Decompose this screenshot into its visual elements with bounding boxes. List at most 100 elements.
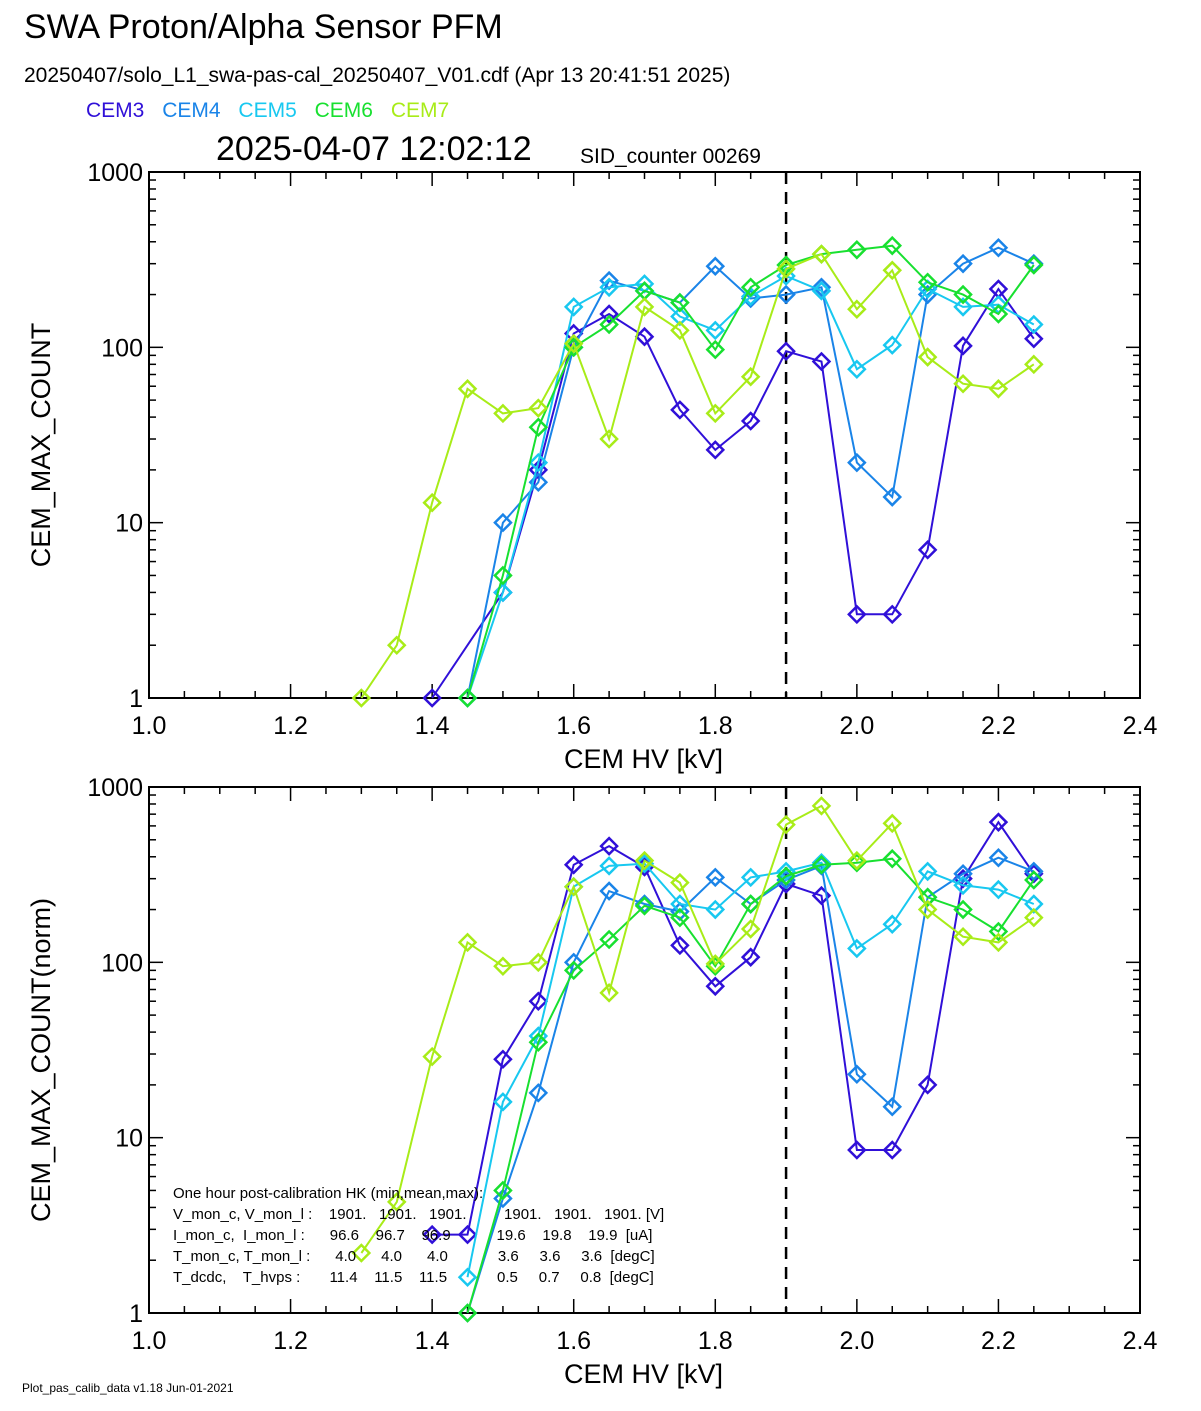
- series-cem5: [457, 852, 1044, 1287]
- x-tick-label: 1.2: [273, 1327, 308, 1355]
- data-point-cem7: [563, 876, 584, 897]
- data-point-cem4: [670, 901, 690, 922]
- data-point-cem4: [705, 867, 726, 888]
- series-line-cem4: [466, 246, 1035, 699]
- data-point-cem6: [882, 848, 903, 869]
- legend: CEM3 CEM4 CEM5 CEM6 CEM7: [86, 99, 461, 123]
- hk-line: T_dcdc, T_hvps : 11.4 11.5 11.5 0.5 0.7 …: [173, 1269, 654, 1286]
- footer-version: Plot_pas_calib_data v1.18 Jun-01-2021: [22, 1381, 234, 1395]
- data-point-cem7: [493, 403, 513, 424]
- y-axis-label: CEM_MAX_COUNT(norm): [26, 898, 56, 1222]
- series-line-cem6: [466, 244, 1035, 699]
- data-point-cem5: [1024, 894, 1044, 914]
- data-point-cem5: [811, 852, 832, 873]
- data-point-cem6: [847, 852, 867, 873]
- x-tick-label: 1.4: [415, 1327, 450, 1355]
- data-point-cem6: [847, 240, 867, 260]
- data-point-cem4: [493, 512, 513, 533]
- legend-item-cem6: CEM6: [314, 99, 373, 122]
- data-point-cem6: [528, 417, 549, 438]
- data-point-cem7: [351, 688, 372, 708]
- data-point-cem3: [811, 351, 832, 372]
- data-point-cem5: [599, 856, 619, 876]
- data-point-cem6: [670, 907, 690, 928]
- data-point-cem3: [705, 976, 726, 997]
- data-point-cem4: [988, 237, 1009, 258]
- y-axis-label: CEM_MAX_COUNT: [26, 323, 56, 568]
- data-point-cem6: [1024, 255, 1044, 275]
- data-point-cem3: [882, 604, 903, 625]
- series-line-cem6: [466, 857, 1035, 1314]
- x-axis-label: CEM HV [kV]: [564, 1359, 723, 1389]
- data-point-cem5: [882, 335, 903, 355]
- data-point-cem6: [493, 1180, 513, 1201]
- data-point-cem4: [847, 452, 867, 473]
- hk-summary: One hour post-calibration HK (min,mean,m…: [173, 1185, 664, 1286]
- data-point-cem6: [1024, 870, 1044, 890]
- series-cem3: [422, 812, 1044, 1245]
- data-point-cem3: [776, 341, 796, 362]
- data-point-cem5: [740, 867, 761, 888]
- data-point-cem6: [988, 304, 1009, 324]
- data-point-cem6: [776, 866, 796, 886]
- data-point-cem3: [705, 440, 726, 460]
- data-point-cem4: [882, 487, 903, 507]
- data-point-cem7: [705, 403, 726, 424]
- y-tick-label: 1000: [87, 774, 143, 802]
- data-point-cem6: [811, 855, 832, 875]
- data-point-cem5: [776, 266, 796, 286]
- data-point-cem7: [740, 919, 761, 939]
- x-tick-label: 1.0: [132, 712, 167, 740]
- data-point-cem7: [847, 850, 867, 871]
- plot-panel-1: 1.0 1.2 1.4 1.6 1.8 2.0 2.2 2.4 1 10 100 1000 CEM HV…: [26, 159, 1157, 774]
- data-point-cem4: [599, 270, 619, 291]
- series-line-cem5: [466, 274, 1035, 699]
- data-point-cem7: [776, 814, 796, 835]
- data-point-cem7: [386, 635, 407, 655]
- data-point-cem7: [422, 1046, 442, 1067]
- timestamp: 2025-04-07 12:02:12: [216, 130, 532, 168]
- series-line-cem7: [360, 804, 1035, 1254]
- data-point-cem7: [670, 320, 690, 341]
- data-point-cem3: [563, 855, 584, 875]
- x-tick-label: 2.0: [839, 712, 874, 740]
- data-point-cem4: [953, 863, 973, 884]
- data-point-cem7: [776, 259, 796, 279]
- data-point-cem4: [599, 881, 619, 901]
- data-point-cem7: [988, 932, 1009, 953]
- data-point-cem7: [634, 850, 655, 871]
- data-point-cem5: [917, 861, 938, 882]
- data-point-cem3: [599, 836, 619, 856]
- data-point-cem5: [670, 894, 690, 914]
- data-point-cem7: [811, 244, 832, 264]
- data-point-cem7: [811, 796, 832, 816]
- data-point-cem3: [634, 326, 655, 347]
- x-tick-label: 2.4: [1123, 1327, 1158, 1355]
- legend-item-cem5: CEM5: [238, 99, 297, 122]
- data-point-cem7: [740, 366, 761, 387]
- x-tick-label: 1.8: [698, 712, 733, 740]
- data-point-cem5: [1024, 314, 1044, 335]
- data-point-cem6: [457, 1303, 478, 1323]
- data-point-cem4: [988, 847, 1009, 868]
- data-point-cem3: [917, 540, 938, 560]
- data-point-cem7: [988, 379, 1009, 399]
- data-point-cem6: [953, 899, 973, 920]
- data-point-cem7: [563, 333, 584, 354]
- data-point-cem6: [493, 565, 513, 586]
- data-point-cem5: [634, 853, 655, 874]
- data-point-cem4: [1024, 861, 1044, 882]
- data-point-cem5: [493, 582, 513, 603]
- y-tick-label: 1000: [87, 159, 143, 187]
- series-cem7: [351, 796, 1044, 1263]
- data-point-cem7: [493, 956, 513, 977]
- x-tick-label: 2.4: [1123, 712, 1158, 740]
- hk-line: V_mon_c, V_mon_l : 1901. 1901. 1901. 190…: [173, 1206, 664, 1223]
- data-point-cem7: [528, 398, 549, 418]
- series-cem4: [457, 237, 1044, 708]
- data-point-cem5: [705, 899, 726, 920]
- hk-line: T_mon_c, T_mon_l : 4.0 4.0 4.0 3.6 3.6 3…: [173, 1248, 655, 1265]
- data-point-cem7: [528, 952, 549, 973]
- y-tick-label: 100: [101, 949, 143, 977]
